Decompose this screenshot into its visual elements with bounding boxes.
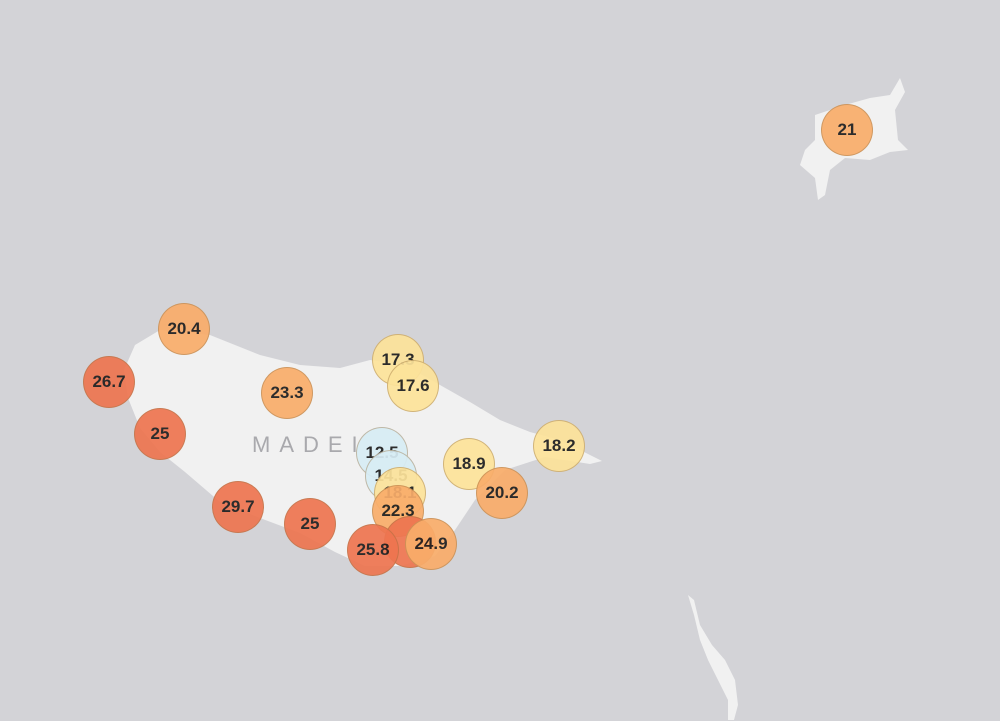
temperature-marker[interactable]: 20.2 [476, 467, 528, 519]
temperature-marker[interactable]: 25.8 [347, 524, 399, 576]
temperature-marker[interactable]: 24.9 [405, 518, 457, 570]
temperature-marker[interactable]: 23.3 [261, 367, 313, 419]
temperature-marker[interactable]: 25 [134, 408, 186, 460]
desertas-island [688, 595, 738, 720]
temperature-marker[interactable]: 25 [284, 498, 336, 550]
temperature-marker[interactable]: 20.4 [158, 303, 210, 355]
temperature-marker[interactable]: 29.7 [212, 481, 264, 533]
temperature-marker[interactable]: 21 [821, 104, 873, 156]
temperature-marker[interactable]: 17.6 [387, 360, 439, 412]
region-label: MADEI [252, 432, 367, 457]
temperature-marker[interactable]: 26.7 [83, 356, 135, 408]
temperature-marker[interactable]: 18.2 [533, 420, 585, 472]
